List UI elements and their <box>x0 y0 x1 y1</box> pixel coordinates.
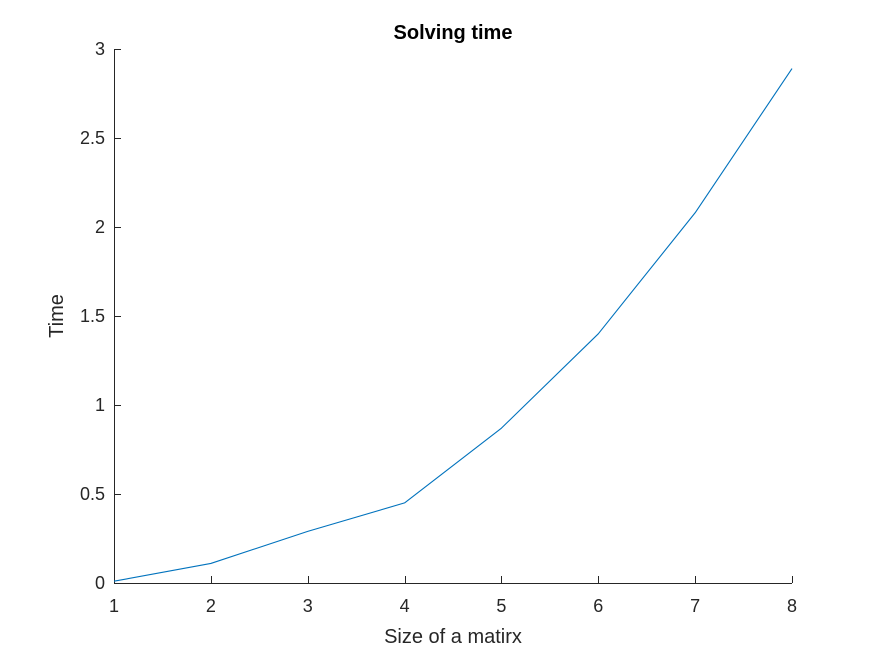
y-axis-ticks: 0 0.5 1 1.5 2 2.5 3 <box>80 39 121 593</box>
series-line-0 <box>113 68 793 582</box>
y-tick-label: 3 <box>95 39 105 59</box>
y-tick-label: 2 <box>95 217 105 237</box>
x-tick-label: 4 <box>400 596 410 616</box>
x-tick-label: 8 <box>787 596 797 616</box>
series-group <box>113 68 793 582</box>
x-tick-label: 7 <box>690 596 700 616</box>
x-axis-ticks: 1 2 3 4 5 6 7 8 <box>109 576 797 616</box>
x-axis-label: Size of a matirx <box>384 626 522 648</box>
axes <box>114 49 792 584</box>
x-tick-label: 1 <box>109 596 119 616</box>
x-tick-label: 3 <box>303 596 313 616</box>
y-tick-label: 0 <box>95 573 105 593</box>
y-tick-label: 1 <box>95 395 105 415</box>
chart-title: Solving time <box>394 22 513 44</box>
y-tick-label: 2.5 <box>80 128 105 148</box>
y-tick-label: 0.5 <box>80 484 105 504</box>
x-tick-label: 6 <box>593 596 603 616</box>
x-tick-label: 5 <box>496 596 506 616</box>
x-tick-label: 2 <box>206 596 216 616</box>
y-axis-label: Time <box>46 294 68 338</box>
y-tick-label: 1.5 <box>80 306 105 326</box>
